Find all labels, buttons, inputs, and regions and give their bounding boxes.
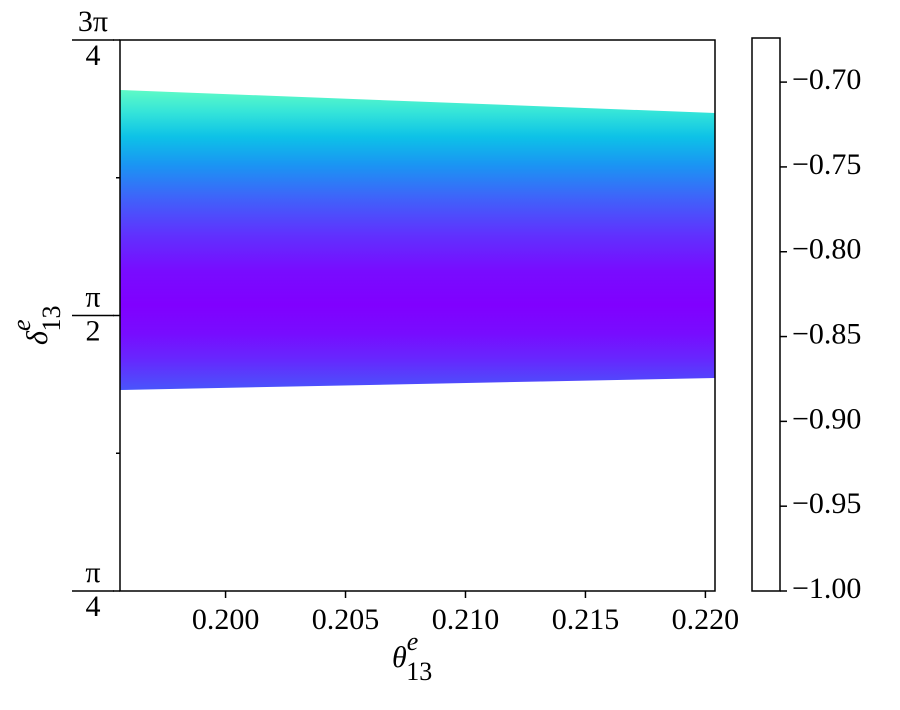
colorbar-tick-label: −0.95 (792, 487, 861, 520)
y-tick-numerator: π (85, 280, 100, 313)
colorbar-tick-label: −0.70 (792, 63, 861, 96)
colorbar-tick-label: −0.90 (792, 402, 861, 435)
x-axis-label: θe 13 (392, 627, 432, 686)
x-tick-label: 0.220 (672, 603, 740, 636)
x-axis-label-sup: e (407, 627, 419, 656)
y-axis-label: δe13 (7, 306, 66, 346)
x-tick-label: 0.205 (312, 603, 380, 636)
colorbar-tick-label: −0.75 (792, 148, 861, 181)
y-axis-label-symbol: δ (21, 330, 54, 345)
y-tick-numerator: π (85, 556, 100, 589)
x-axis-label-symbol: θ (392, 641, 407, 674)
y-tick-denominator: 4 (86, 39, 101, 72)
x-axis-label-sub: 13 (406, 657, 432, 686)
colorbar (751, 37, 781, 592)
y-tick-denominator: 2 (86, 314, 101, 347)
y-axis-label-sup: e (7, 320, 36, 332)
colorbar-tick-label: −0.85 (792, 317, 861, 350)
colorbar-tick-label: −0.80 (792, 233, 861, 266)
band-region (120, 89, 715, 391)
x-tick-label: 0.215 (552, 603, 620, 636)
y-axis-label-sub: 13 (37, 306, 66, 332)
colorbar-tick-label: −1.00 (792, 572, 861, 605)
y-tick-denominator: 4 (86, 590, 101, 623)
x-tick-label: 0.200 (192, 603, 260, 636)
x-tick-label: 0.210 (432, 603, 500, 636)
y-tick-numerator: 3π (78, 5, 108, 38)
